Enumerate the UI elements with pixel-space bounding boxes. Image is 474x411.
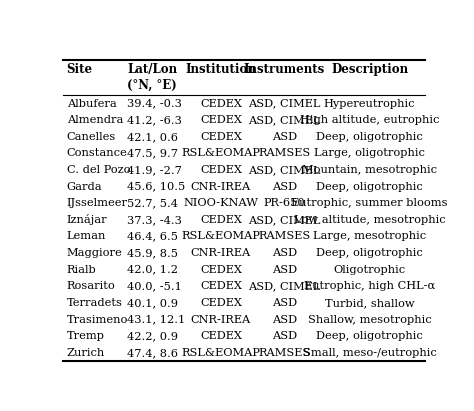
Text: Hypereutrophic: Hypereutrophic [324, 99, 415, 109]
Text: Small, meso-/eutrophic: Small, meso-/eutrophic [303, 348, 437, 358]
Text: Description: Description [331, 63, 408, 76]
Text: Rialb: Rialb [66, 265, 96, 275]
Text: 42.1, 0.6: 42.1, 0.6 [127, 132, 178, 142]
Text: 37.3, -4.3: 37.3, -4.3 [127, 215, 182, 225]
Text: 41.9, -2.7: 41.9, -2.7 [127, 165, 182, 175]
Text: CEDEX: CEDEX [200, 132, 242, 142]
Text: RSL&EOMAP: RSL&EOMAP [182, 231, 260, 241]
Text: CEDEX: CEDEX [200, 115, 242, 125]
Text: CEDEX: CEDEX [200, 331, 242, 341]
Text: 42.0, 1.2: 42.0, 1.2 [127, 265, 178, 275]
Text: RSL&EOMAP: RSL&EOMAP [182, 348, 260, 358]
Text: Turbid, shallow: Turbid, shallow [325, 298, 414, 308]
Text: Constance: Constance [66, 148, 128, 158]
Text: Institution: Institution [185, 63, 256, 76]
Text: 40.1, 0.9: 40.1, 0.9 [127, 298, 178, 308]
Text: Terradets: Terradets [66, 298, 122, 308]
Text: Eutrophic, high CHL-α: Eutrophic, high CHL-α [304, 281, 435, 291]
Text: ASD: ASD [272, 314, 297, 325]
Text: Lat/Lon: Lat/Lon [127, 63, 177, 76]
Text: Deep, oligotrophic: Deep, oligotrophic [316, 331, 423, 341]
Text: ASD, CIMEL: ASD, CIMEL [248, 215, 320, 225]
Text: 43.1, 12.1: 43.1, 12.1 [127, 314, 185, 325]
Text: Rosarito: Rosarito [66, 281, 115, 291]
Text: RAMSES: RAMSES [258, 148, 310, 158]
Text: Low altitude, mesotrophic: Low altitude, mesotrophic [294, 215, 446, 225]
Text: Site: Site [66, 63, 93, 76]
Text: Iznájar: Iznájar [66, 214, 107, 225]
Text: 41.2, -6.3: 41.2, -6.3 [127, 115, 182, 125]
Text: ASD: ASD [272, 182, 297, 192]
Text: PR-650: PR-650 [264, 198, 305, 208]
Text: IJsselmeer: IJsselmeer [66, 198, 128, 208]
Text: Mountain, mesotrophic: Mountain, mesotrophic [302, 165, 437, 175]
Text: CNR-IREA: CNR-IREA [191, 314, 251, 325]
Text: Instruments: Instruments [244, 63, 325, 76]
Text: 46.4, 6.5: 46.4, 6.5 [127, 231, 178, 241]
Text: Almendra: Almendra [66, 115, 123, 125]
Text: CEDEX: CEDEX [200, 215, 242, 225]
Text: Shallow, mesotrophic: Shallow, mesotrophic [308, 314, 431, 325]
Text: 45.9, 8.5: 45.9, 8.5 [127, 248, 178, 258]
Text: 45.6, 10.5: 45.6, 10.5 [127, 182, 185, 192]
Text: 39.4, -0.3: 39.4, -0.3 [127, 99, 182, 109]
Text: Garda: Garda [66, 182, 102, 192]
Text: Large, oligotrophic: Large, oligotrophic [314, 148, 425, 158]
Text: CEDEX: CEDEX [200, 265, 242, 275]
Text: CEDEX: CEDEX [200, 165, 242, 175]
Text: RAMSES: RAMSES [258, 348, 310, 358]
Text: ASD, CIMEL: ASD, CIMEL [248, 99, 320, 109]
Text: CEDEX: CEDEX [200, 298, 242, 308]
Text: Tremp: Tremp [66, 331, 105, 341]
Text: C. del Pozo: C. del Pozo [66, 165, 130, 175]
Text: CNR-IREA: CNR-IREA [191, 182, 251, 192]
Text: Large, mesotrophic: Large, mesotrophic [313, 231, 426, 241]
Text: ASD: ASD [272, 248, 297, 258]
Text: Zurich: Zurich [66, 348, 105, 358]
Text: CEDEX: CEDEX [200, 281, 242, 291]
Text: 52.7, 5.4: 52.7, 5.4 [127, 198, 178, 208]
Text: RAMSES: RAMSES [258, 231, 310, 241]
Text: Canelles: Canelles [66, 132, 116, 142]
Text: Albufera: Albufera [66, 99, 116, 109]
Text: Leman: Leman [66, 231, 106, 241]
Text: Deep, oligotrophic: Deep, oligotrophic [316, 248, 423, 258]
Text: 47.5, 9.7: 47.5, 9.7 [127, 148, 178, 158]
Text: (°N, °E): (°N, °E) [127, 79, 177, 92]
Text: CNR-IREA: CNR-IREA [191, 248, 251, 258]
Text: High altitude, eutrophic: High altitude, eutrophic [300, 115, 439, 125]
Text: ASD: ASD [272, 132, 297, 142]
Text: ASD, CIMEL: ASD, CIMEL [248, 165, 320, 175]
Text: Maggiore: Maggiore [66, 248, 122, 258]
Text: 47.4, 8.6: 47.4, 8.6 [127, 348, 178, 358]
Text: 40.0, -5.1: 40.0, -5.1 [127, 281, 182, 291]
Text: Deep, oligotrophic: Deep, oligotrophic [316, 182, 423, 192]
Text: 42.2, 0.9: 42.2, 0.9 [127, 331, 178, 341]
Text: CEDEX: CEDEX [200, 99, 242, 109]
Text: ASD: ASD [272, 331, 297, 341]
Text: Deep, oligotrophic: Deep, oligotrophic [316, 132, 423, 142]
Text: Oligotrophic: Oligotrophic [334, 265, 406, 275]
Text: ASD, CIMEL: ASD, CIMEL [248, 115, 320, 125]
Text: Eutrophic, summer blooms: Eutrophic, summer blooms [292, 198, 448, 208]
Text: NIOO-KNAW: NIOO-KNAW [183, 198, 258, 208]
Text: Trasimeno: Trasimeno [66, 314, 128, 325]
Text: ASD, CIMEL: ASD, CIMEL [248, 281, 320, 291]
Text: ASD: ASD [272, 298, 297, 308]
Text: RSL&EOMAP: RSL&EOMAP [182, 148, 260, 158]
Text: ASD: ASD [272, 265, 297, 275]
